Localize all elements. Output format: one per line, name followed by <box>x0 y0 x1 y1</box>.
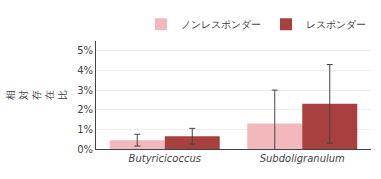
svg-text:1%: 1% <box>77 124 93 135</box>
svg-text:Subdoligranulum: Subdoligranulum <box>260 153 345 164</box>
svg-text:0%: 0% <box>77 144 93 155</box>
svg-text:3%: 3% <box>77 85 93 96</box>
svg-text:ノンレスポンダー: ノンレスポンダー <box>181 19 261 30</box>
svg-text:5%: 5% <box>77 45 93 56</box>
svg-text:4%: 4% <box>77 65 93 76</box>
svg-text:Butyricicoccus: Butyricicoccus <box>129 153 201 164</box>
svg-text:2%: 2% <box>77 104 93 115</box>
svg-text:相対存在比: 相対存在比 <box>5 90 68 100</box>
svg-text:レスポンダー: レスポンダー <box>306 19 366 30</box>
